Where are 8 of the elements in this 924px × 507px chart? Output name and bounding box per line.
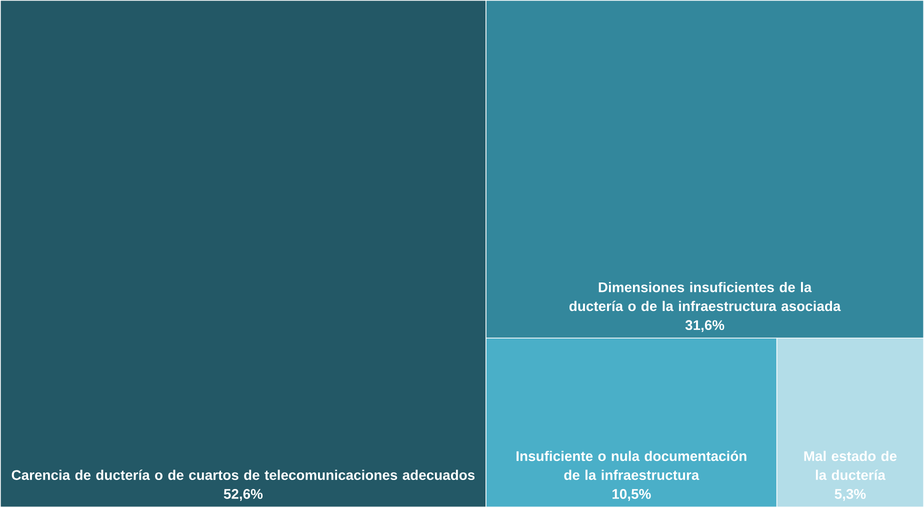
data-label: 31,6% (685, 320, 724, 332)
category-label: Insuficiente o nula documentación de la infraestructura (516, 450, 746, 480)
data-label: 5,3% (834, 488, 866, 501)
category-label: Mal estado de la ductería (804, 450, 897, 480)
data-label: 52,6% (224, 488, 263, 501)
category-label: Carencia de ductería o de cuartos de telecomunicaciones adecuados (12, 469, 475, 480)
data-label: 10,5% (612, 488, 651, 501)
category-label: Dimensiones insuficientes de la ductería o de la infraestructura asociada (569, 282, 841, 311)
